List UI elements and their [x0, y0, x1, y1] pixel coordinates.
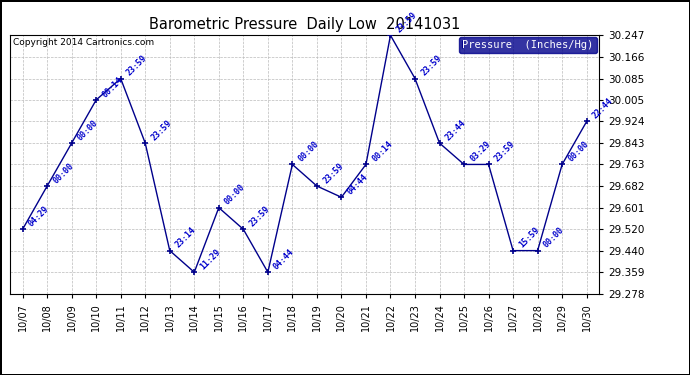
Text: 22:44: 22:44 [591, 97, 615, 121]
Text: 04:29: 04:29 [27, 204, 51, 228]
Text: 04:44: 04:44 [272, 248, 296, 272]
Text: 00:00: 00:00 [566, 140, 591, 164]
Text: 11:29: 11:29 [199, 248, 222, 272]
Text: Copyright 2014 Cartronics.com: Copyright 2014 Cartronics.com [13, 38, 155, 47]
Text: 00:14: 00:14 [370, 140, 394, 164]
Text: 23:59: 23:59 [493, 140, 517, 164]
Text: 00:00: 00:00 [223, 183, 247, 207]
Title: Barometric Pressure  Daily Low  20141031: Barometric Pressure Daily Low 20141031 [149, 17, 460, 32]
Text: 23:59: 23:59 [395, 10, 419, 34]
Text: 00:14: 00:14 [100, 75, 124, 99]
Text: 23:59: 23:59 [125, 54, 149, 78]
Text: 23:59: 23:59 [248, 204, 272, 228]
Text: 00:00: 00:00 [76, 118, 100, 142]
Text: 00:00: 00:00 [51, 161, 75, 185]
Text: 00:00: 00:00 [542, 226, 566, 250]
Text: 03:29: 03:29 [469, 140, 492, 164]
Legend: Pressure  (Inches/Hg): Pressure (Inches/Hg) [460, 37, 597, 53]
Text: 23:14: 23:14 [174, 226, 198, 250]
Text: 23:59: 23:59 [150, 118, 173, 142]
Text: 04:44: 04:44 [346, 172, 370, 196]
Text: 23:59: 23:59 [419, 54, 443, 78]
Text: 15:59: 15:59 [518, 226, 541, 250]
Text: 00:00: 00:00 [297, 140, 321, 164]
Text: 23:59: 23:59 [321, 161, 345, 185]
Text: 23:44: 23:44 [444, 118, 468, 142]
